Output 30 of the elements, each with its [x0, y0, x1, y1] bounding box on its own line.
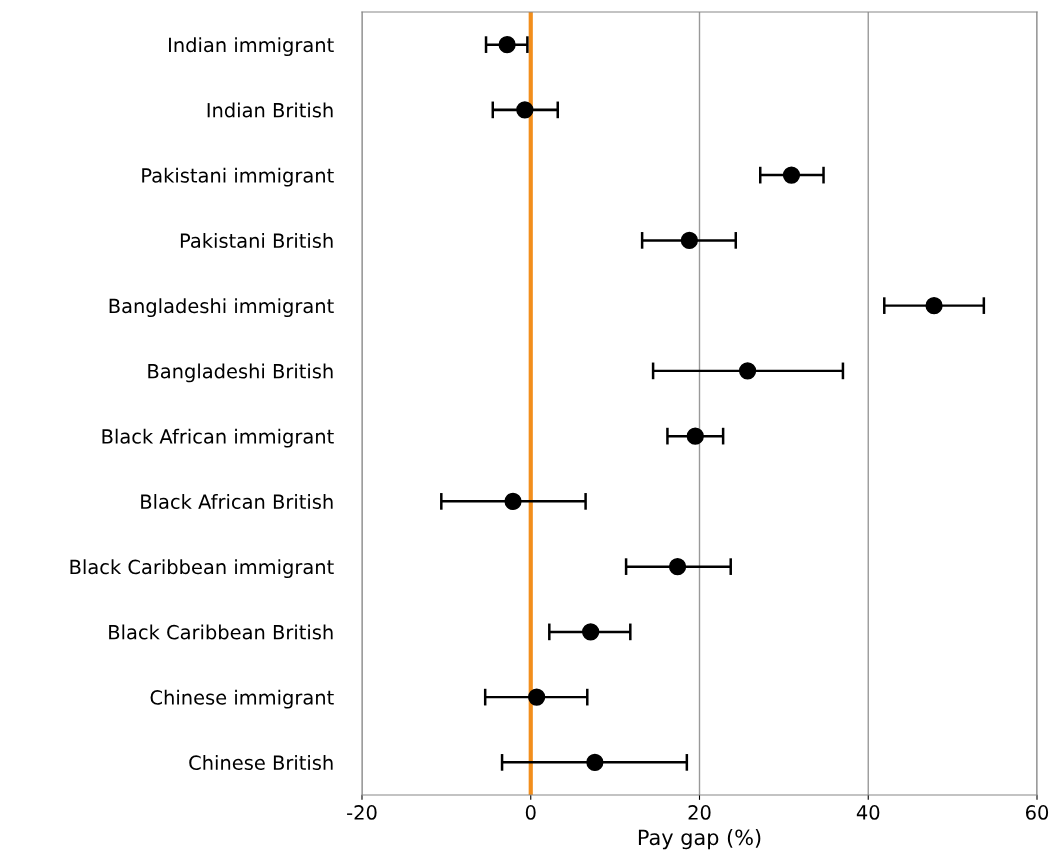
y-tick-label: Black African immigrant	[102, 428, 334, 448]
point	[586, 753, 604, 771]
y-tick-label: Pakistani British	[180, 232, 333, 249]
y-tick-label: Black African British	[141, 493, 333, 510]
point	[668, 558, 687, 576]
y-tick-label: Indian immigrant	[169, 37, 334, 57]
y-tick-label: Chinese British	[189, 754, 333, 771]
point	[504, 492, 522, 510]
y-tick-label: Indian British	[207, 102, 333, 118]
y-tick-label: Black Caribbean British	[109, 624, 333, 640]
x-tick-label: 0	[525, 805, 536, 820]
x-axis-title: Pay gap (%)	[638, 829, 761, 850]
point	[782, 166, 801, 184]
point	[528, 688, 546, 706]
point	[738, 362, 757, 380]
point	[516, 101, 534, 119]
x-tick-label: 40	[856, 805, 880, 820]
y-tick-label: Bangladeshi British	[148, 363, 333, 383]
y-tick-label: Bangladeshi immigrant	[109, 298, 334, 318]
y-tick-label: Chinese immigrant	[150, 689, 334, 709]
point	[680, 231, 698, 249]
x-tick-label: 60	[1025, 805, 1049, 820]
x-tick-label: -20	[347, 805, 377, 820]
y-tick-label: Black Caribbean immigrant	[70, 559, 334, 579]
point	[498, 36, 516, 54]
y-tick-label: Pakistani immigrant	[142, 167, 334, 187]
point	[925, 297, 943, 315]
point	[686, 427, 704, 445]
x-tick-label: 20	[688, 805, 711, 820]
point	[582, 623, 600, 641]
